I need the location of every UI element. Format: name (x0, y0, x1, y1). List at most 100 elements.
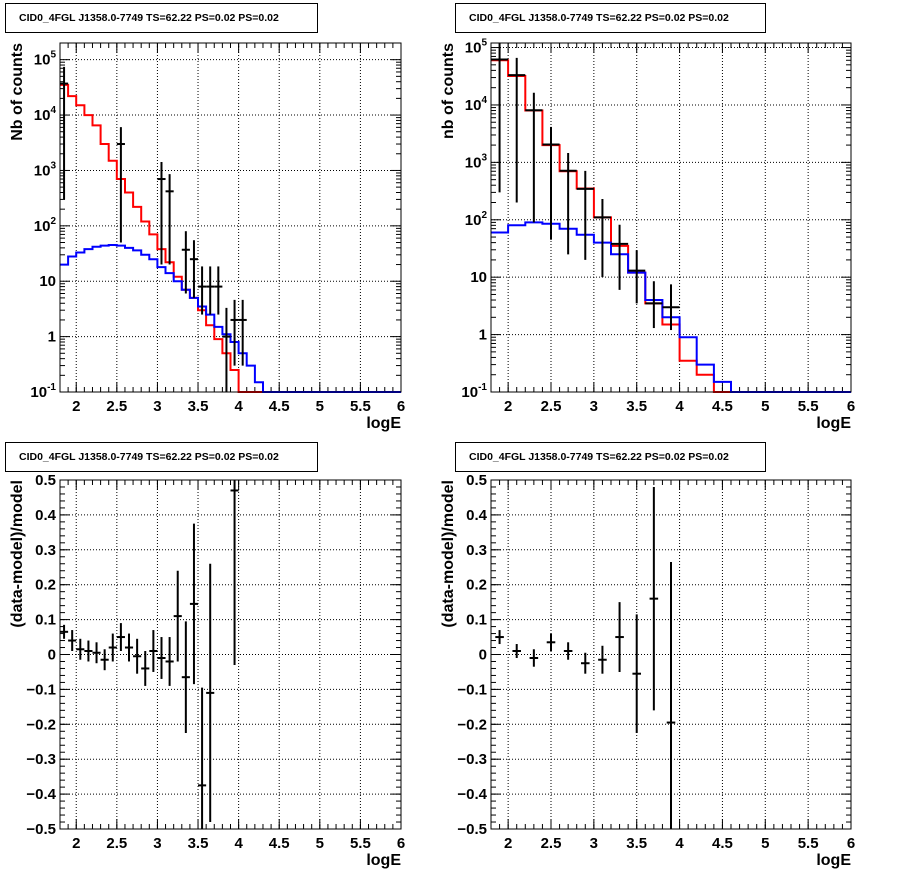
y-tick-label: 0.1 (35, 612, 56, 629)
x-tick-label: 2.5 (106, 835, 127, 852)
x-tick-label: 3.5 (626, 398, 647, 415)
data-point (76, 638, 85, 660)
data-point (222, 307, 231, 392)
data-point (238, 299, 247, 366)
data-point (593, 199, 611, 278)
data-point (198, 687, 207, 829)
y-tick-label: −0.5 (457, 821, 487, 838)
y-tick-label: 105 (465, 38, 488, 57)
plot-panel-1: 2 2.5 3 3.5 4 4.5 5 5.5 6 10-1 1 10 102 103 104 105 logE… (440, 38, 855, 432)
y-tick-label: 0.4 (35, 507, 57, 524)
data-point (181, 621, 190, 734)
plot-panel-2: 2 2.5 3 3.5 4 4.5 5 5.5 6 −0.5 −0.4 −0.3 −0.2 −0.1 0 0.… (9, 472, 405, 869)
x-tick-label: 4.5 (712, 835, 733, 852)
plot-title-residuals-left: CID0_4FGL J1358.0-7749 TS=62.22 PS=0.02 … (5, 442, 318, 472)
x-tick-label: 5.5 (350, 835, 371, 852)
series-line-total-model (491, 59, 851, 393)
plot-title-counts-right: CID0_4FGL J1358.0-7749 TS=62.22 PS=0.02 … (455, 3, 766, 33)
x-tick-label: 2 (72, 398, 80, 415)
plot-frame (59, 479, 402, 830)
x-tick-label: 4.5 (269, 835, 290, 852)
plot-frame (59, 42, 402, 393)
y-tick-label: −0.1 (26, 681, 56, 698)
x-tick-label: 3 (153, 835, 161, 852)
data-point (189, 523, 199, 685)
x-tick-label: 4 (675, 398, 684, 415)
data-point (628, 250, 646, 304)
data-point (133, 638, 142, 674)
data-point (100, 649, 109, 671)
data-point (92, 642, 101, 664)
y-tick-label: 1 (48, 329, 56, 346)
x-tick-label: 3.5 (626, 835, 647, 852)
y-tick-label: 105 (34, 50, 57, 69)
plot-frame (490, 479, 852, 830)
y-tick-label: −0.4 (26, 786, 56, 803)
x-tick-label: 2.5 (106, 398, 127, 415)
data-point (529, 649, 539, 667)
data-point (525, 92, 543, 223)
data-point (546, 633, 556, 652)
data-point (124, 633, 134, 662)
data-point (230, 480, 239, 665)
y-tick-label: 0.5 (35, 472, 56, 489)
x-tick-label: 2 (504, 835, 512, 852)
data-point (576, 170, 594, 260)
x-tick-label: 6 (397, 398, 405, 415)
y-tick-label: 102 (34, 216, 57, 235)
data-point (60, 66, 69, 200)
data-point (666, 562, 676, 829)
data-point (157, 637, 166, 679)
x-tick-label: 2 (504, 398, 512, 415)
y-tick-label: 0.2 (35, 577, 56, 594)
x-tick-label: 3 (590, 835, 598, 852)
data-point (649, 486, 659, 711)
data-point (632, 614, 641, 734)
y-axis-title: (data-model)/model (440, 480, 457, 628)
x-axis-title: logE (816, 415, 851, 432)
x-tick-label: 2.5 (541, 398, 562, 415)
plot-frame (490, 42, 852, 393)
x-axis-title: logE (366, 852, 401, 869)
data-point (173, 570, 182, 662)
y-tick-label: −0.3 (26, 751, 56, 768)
y-tick-label: −0.5 (26, 821, 56, 838)
x-tick-label: 4 (675, 835, 684, 852)
y-tick-label: 104 (465, 95, 488, 114)
x-tick-label: 5.5 (350, 398, 371, 415)
y-axis-title: nb of counts (440, 43, 457, 139)
plot-title-counts-left: CID0_4FGL J1358.0-7749 TS=62.22 PS=0.02 … (5, 3, 318, 33)
y-axis-title: (data-model)/model (9, 480, 26, 628)
data-point (542, 126, 560, 240)
x-tick-label: 5 (761, 398, 769, 415)
data-point (491, 43, 509, 193)
data-point (60, 624, 69, 639)
data-point (508, 57, 526, 203)
y-tick-label: 103 (34, 160, 57, 179)
y-tick-label: −0.2 (457, 716, 487, 733)
y-axis-title: Nb of counts (9, 43, 26, 141)
data-point (116, 127, 125, 243)
data-point (214, 266, 223, 315)
y-tick-label: −0.4 (457, 786, 487, 803)
data-point (165, 637, 174, 686)
data-point (230, 299, 239, 366)
data-point (68, 630, 77, 652)
data-point (563, 642, 573, 660)
data-point (662, 284, 680, 331)
data-point (206, 266, 215, 315)
y-tick-label: 10-1 (30, 382, 56, 401)
data-point (611, 224, 629, 290)
x-tick-label: 2 (72, 835, 80, 852)
plot-title-residuals-right: CID0_4FGL J1358.0-7749 TS=62.22 PS=0.02 … (455, 442, 766, 472)
y-tick-label: 10 (470, 269, 487, 286)
y-tick-label: 10 (39, 273, 56, 290)
x-tick-label: 3 (590, 398, 598, 415)
x-tick-label: 6 (847, 835, 855, 852)
x-tick-label: 5.5 (798, 398, 819, 415)
data-point (149, 630, 158, 672)
data-point (581, 652, 590, 674)
plot-panel-3: 2 2.5 3 3.5 4 4.5 5 5.5 6 −0.5 −0.4 −0.3 −0.2 −0.1 0 0.… (440, 472, 855, 869)
x-tick-label: 4 (234, 398, 243, 415)
x-tick-label: 3.5 (188, 835, 209, 852)
